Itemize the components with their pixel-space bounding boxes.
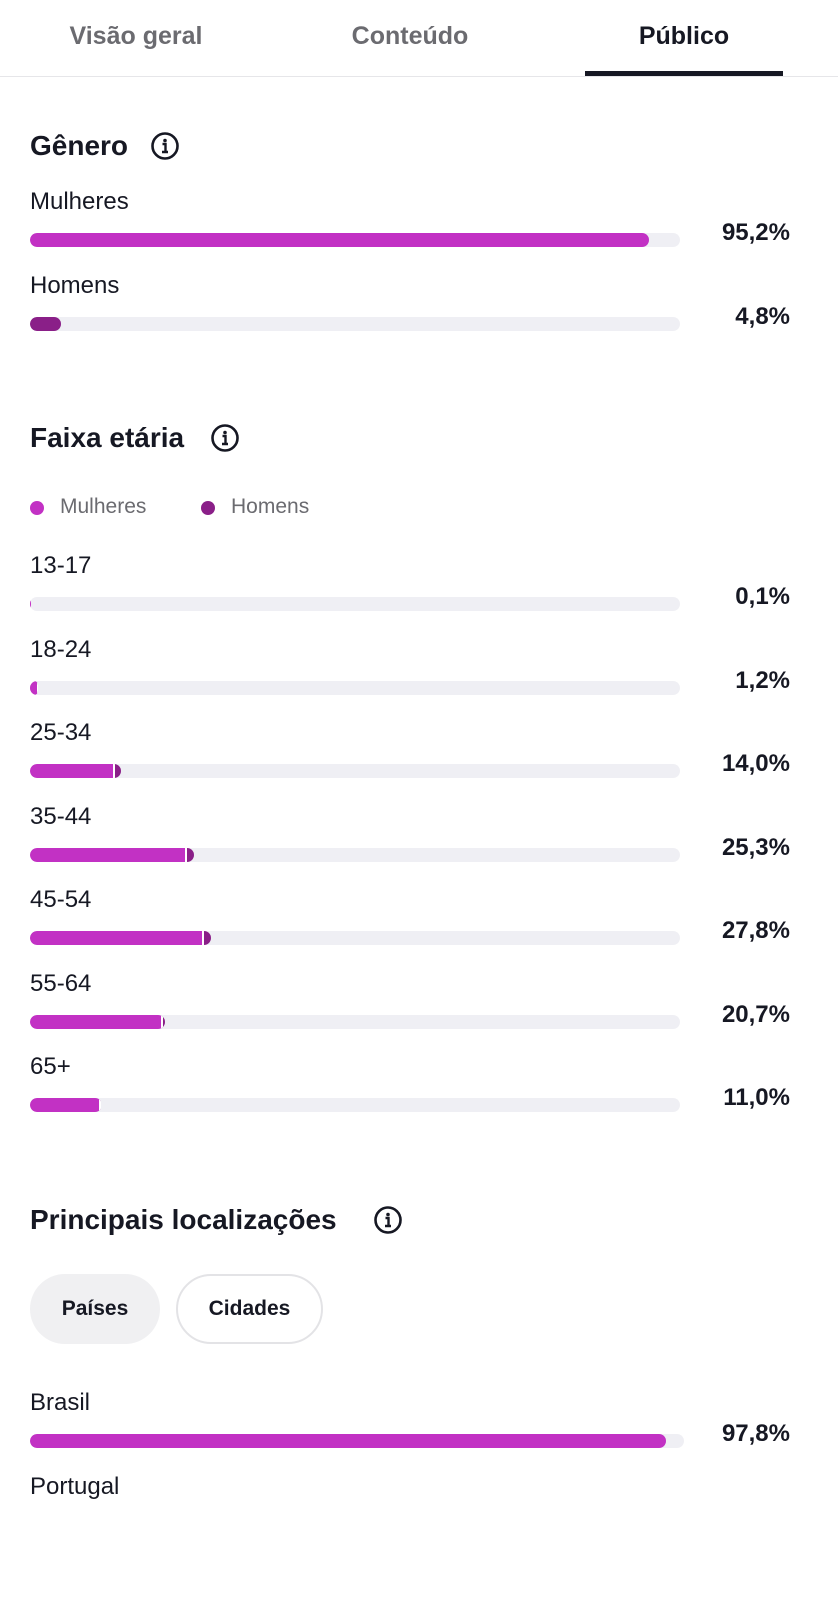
bar-track xyxy=(30,597,680,611)
bar-track xyxy=(30,847,680,862)
tab-divider xyxy=(0,76,838,77)
info-icon[interactable] xyxy=(210,423,240,453)
bar-total xyxy=(30,847,195,862)
legend-label: Mulheres xyxy=(60,495,147,518)
row-label: 65+ xyxy=(30,1053,71,1080)
bar-track xyxy=(30,316,680,331)
value-label: 20,7% xyxy=(721,1000,790,1028)
bar xyxy=(30,316,62,331)
bar-segment xyxy=(30,764,114,778)
value-label: 95,2% xyxy=(721,219,790,246)
info-icon[interactable] xyxy=(150,131,180,161)
value-label: 11,0% xyxy=(723,1084,790,1111)
section-title: Faixa etária xyxy=(30,422,185,453)
value-label: 27,8% xyxy=(721,917,790,944)
bar-segment xyxy=(98,1098,102,1112)
bar-total xyxy=(30,764,121,778)
value-label: 1,2% xyxy=(735,666,790,694)
row-label: 13-17 xyxy=(30,552,92,579)
bar-segment xyxy=(30,1014,161,1029)
value-label: 97,8% xyxy=(721,1420,790,1447)
bar-segment xyxy=(160,1014,165,1029)
filter-pill[interactable]: Cidades xyxy=(176,1274,323,1344)
value-label: 25,3% xyxy=(721,833,790,861)
info-icon[interactable] xyxy=(373,1205,403,1235)
info-glyph xyxy=(151,132,179,160)
row-label: 35-44 xyxy=(30,802,92,830)
bar-track xyxy=(30,931,680,945)
filter-pill[interactable]: Países xyxy=(30,1274,160,1344)
row-label: Homens xyxy=(30,271,120,299)
bar-track xyxy=(30,233,680,247)
bar xyxy=(30,1434,666,1448)
row-label: Portugal xyxy=(30,1472,120,1500)
row-label: 25-34 xyxy=(30,719,92,746)
value-label: 0,1% xyxy=(735,583,790,610)
legend-dot xyxy=(30,501,44,515)
bar-segment xyxy=(30,680,37,695)
legend-label: Homens xyxy=(231,495,310,518)
bar-total xyxy=(30,680,38,695)
bar-track xyxy=(30,764,680,778)
bar-segment xyxy=(36,680,38,695)
row-label: Brasil xyxy=(30,1389,91,1416)
info-glyph xyxy=(211,424,239,452)
bar-total xyxy=(30,597,31,611)
bar-track xyxy=(30,1434,684,1448)
tab[interactable]: Visão geral xyxy=(69,22,203,50)
bar-total xyxy=(30,931,211,945)
bar-track xyxy=(30,1014,680,1029)
bar-segment xyxy=(30,847,185,862)
legend-dot xyxy=(201,501,215,515)
bar-track xyxy=(30,1098,680,1112)
bar-segment xyxy=(202,931,211,945)
bar-segment xyxy=(30,931,203,945)
bar xyxy=(30,233,649,247)
bar-total xyxy=(30,1014,165,1029)
row-label: Mulheres xyxy=(30,188,129,215)
bar-total xyxy=(30,1098,102,1112)
row-label: 45-54 xyxy=(30,886,92,913)
bar-segment xyxy=(184,847,195,862)
bar-segment xyxy=(113,764,121,778)
tab-indicator xyxy=(585,71,783,76)
tab[interactable]: Conteúdo xyxy=(351,22,469,50)
info-glyph xyxy=(374,1206,402,1234)
row-label: 55-64 xyxy=(30,969,92,997)
bar-track xyxy=(30,680,680,695)
value-label: 4,8% xyxy=(735,302,790,330)
row-label: 18-24 xyxy=(30,635,92,663)
tab[interactable]: Público xyxy=(638,22,730,50)
section-title: Gênero xyxy=(30,130,129,161)
bar-segment xyxy=(30,597,31,611)
section-title: Principais localizações xyxy=(30,1204,337,1235)
value-label: 14,0% xyxy=(721,750,790,777)
bar-segment xyxy=(30,1098,99,1112)
